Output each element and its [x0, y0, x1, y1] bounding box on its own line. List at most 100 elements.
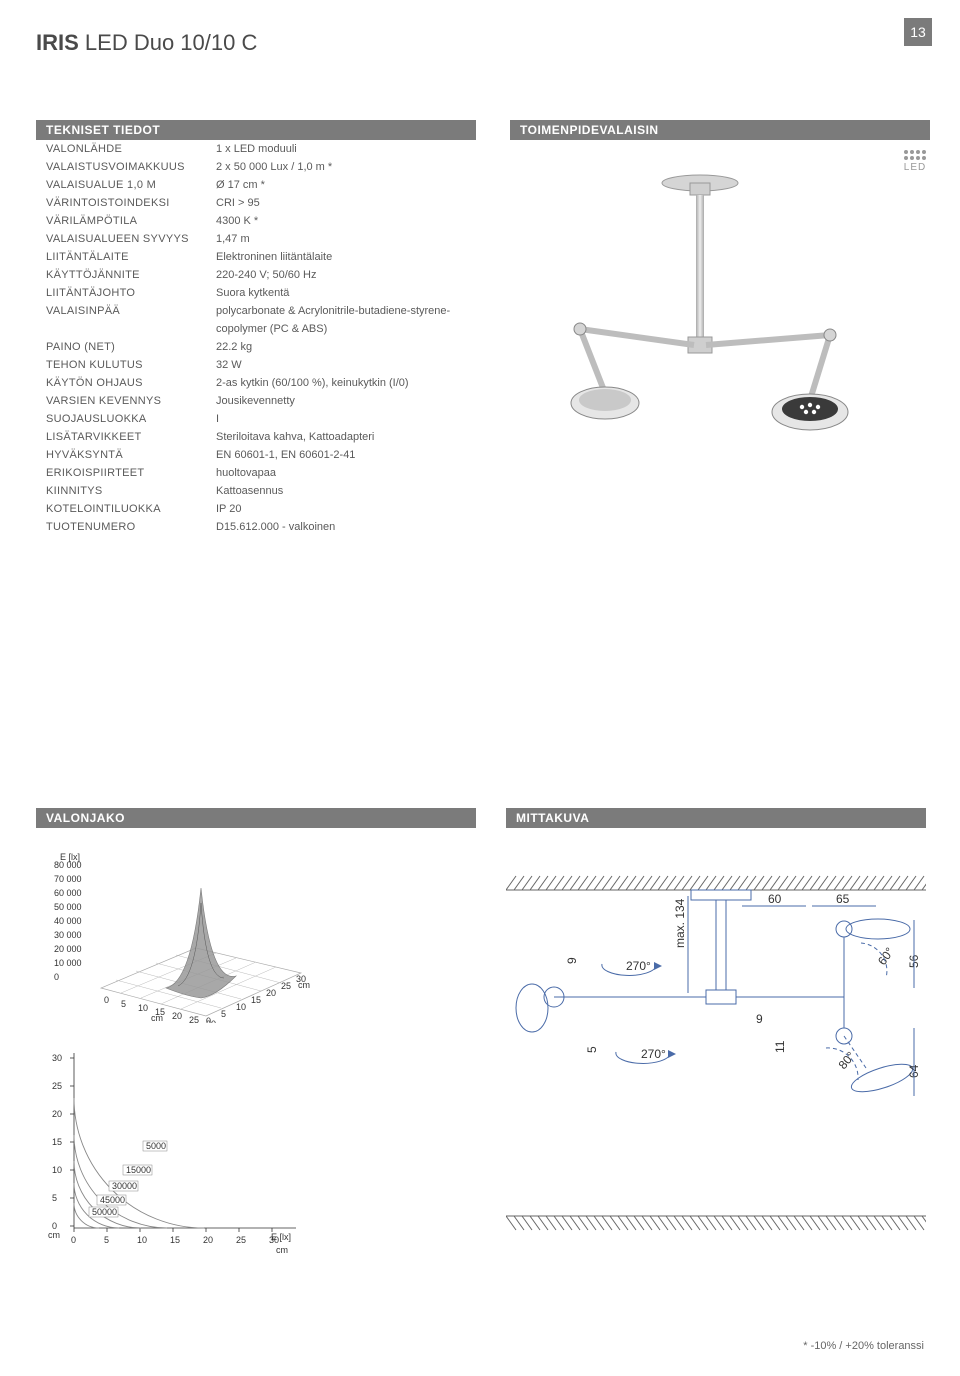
spec-label: LIITÄNTÄLAITE [46, 251, 216, 263]
spec-value: 1 x LED moduuli [216, 143, 476, 155]
spec-label: VALAISTUSVOIMAKKUUS [46, 161, 216, 173]
svg-text:270°: 270° [626, 959, 651, 973]
led-badge: LED [900, 150, 930, 173]
svg-text:cm: cm [151, 1013, 163, 1023]
spec-row: VALAISUALUEEN SYVYYS1,47 m [36, 230, 476, 248]
valonjako-header: VALONJAKO [36, 808, 476, 828]
spec-label: LIITÄNTÄJOHTO [46, 287, 216, 299]
svg-text:50000: 50000 [92, 1207, 117, 1217]
spec-row: LIITÄNTÄJOHTOSuora kytkentä [36, 284, 476, 302]
spec-value: polycarbonate & Acrylonitrile-butadiene-… [216, 305, 476, 317]
svg-text:15: 15 [251, 995, 261, 1005]
spec-value: CRI > 95 [216, 197, 476, 209]
spec-value: Suora kytkentä [216, 287, 476, 299]
valonjako-section: VALONJAKO E [lx] 80 00070 00060 00050 00… [36, 808, 476, 1253]
svg-text:0: 0 [71, 1235, 76, 1245]
spec-label: KÄYTTÖJÄNNITE [46, 269, 216, 281]
spec-label: KIINNITYS [46, 485, 216, 497]
spec-row: KÄYTTÖJÄNNITE220-240 V; 50/60 Hz [36, 266, 476, 284]
spec-value: 2-as kytkin (60/100 %), keinukytkin (I/0… [216, 377, 476, 389]
fixture-header: TOIMENPIDEVALAISIN [510, 120, 930, 140]
spec-row: KÄYTÖN OHJAUS2-as kytkin (60/100 %), kei… [36, 374, 476, 392]
title-rest: LED Duo 10/10 C [79, 30, 258, 55]
svg-text:10: 10 [137, 1235, 147, 1245]
spec-row: VALAISINPÄÄpolycarbonate & Acrylonitrile… [36, 302, 476, 320]
page-number: 13 [904, 18, 932, 46]
light-contour-chart: 302520151050 051015202530 cm cm E [lx] 5… [46, 1043, 316, 1253]
spec-label: VÄRILÄMPÖTILA [46, 215, 216, 227]
svg-text:5000: 5000 [146, 1141, 166, 1151]
svg-text:30: 30 [52, 1053, 62, 1063]
svg-text:E [lx]: E [lx] [271, 1232, 291, 1242]
led-dots-icon [900, 150, 930, 160]
svg-text:25: 25 [281, 981, 291, 991]
spec-value: Jousikevennetty [216, 395, 476, 407]
svg-text:50 000: 50 000 [54, 902, 82, 912]
svg-text:80 000: 80 000 [54, 860, 82, 870]
spec-value: D15.612.000 - valkoinen [216, 521, 476, 533]
svg-text:25: 25 [189, 1015, 199, 1023]
spec-value: 1,47 m [216, 233, 476, 245]
spec-value: 22.2 kg [216, 341, 476, 353]
svg-text:10: 10 [52, 1165, 62, 1175]
spec-row: TEHON KULUTUS32 W [36, 356, 476, 374]
svg-text:11: 11 [773, 1040, 787, 1053]
spec-label: HYVÄKSYNTÄ [46, 449, 216, 461]
page-title: IRIS LED Duo 10/10 C [36, 30, 257, 56]
spec-row: LIITÄNTÄLAITEElektroninen liitäntälaite [36, 248, 476, 266]
svg-text:5: 5 [221, 1009, 226, 1019]
svg-text:20: 20 [172, 1011, 182, 1021]
spec-label: VALAISUALUEEN SYVYYS [46, 233, 216, 245]
svg-text:9: 9 [756, 1012, 763, 1026]
svg-text:cm: cm [48, 1230, 60, 1240]
spec-label [46, 323, 216, 335]
fixture-image [510, 165, 890, 475]
mittakuva-section: MITTAKUVA [506, 808, 926, 1253]
svg-text:60: 60 [768, 892, 782, 906]
svg-text:80°: 80° [836, 1049, 859, 1072]
svg-text:5: 5 [104, 1235, 109, 1245]
spec-row: HYVÄKSYNTÄEN 60601-1, EN 60601-2-41 [36, 446, 476, 464]
spec-row: VALAISTUSVOIMAKKUUS2 x 50 000 Lux / 1,0 … [36, 158, 476, 176]
spec-row: PAINO (NET)22.2 kg [36, 338, 476, 356]
svg-text:40 000: 40 000 [54, 916, 82, 926]
spec-label: VARSIEN KEVENNYS [46, 395, 216, 407]
svg-text:0: 0 [206, 1016, 211, 1023]
svg-text:270°: 270° [641, 1047, 666, 1061]
svg-text:30 000: 30 000 [54, 930, 82, 940]
footer-tolerance: * -10% / +20% toleranssi [803, 1340, 924, 1352]
dimension-drawing: 60 65 max. 134 9 270° 9 5 270° 11 60° 80… [506, 848, 926, 1238]
spec-row: VALAISUALUE 1,0 MØ 17 cm * [36, 176, 476, 194]
spec-value: IP 20 [216, 503, 476, 515]
spec-row: KIINNITYSKattoasennus [36, 482, 476, 500]
spec-row: KOTELOINTILUOKKAIP 20 [36, 500, 476, 518]
mittakuva-header: MITTAKUVA [506, 808, 926, 828]
spec-label: VÄRINTOISTOINDEKSI [46, 197, 216, 209]
spec-row: VÄRILÄMPÖTILA4300 K * [36, 212, 476, 230]
spec-row: LISÄTARVIKKEETSteriloitava kahva, Kattoa… [36, 428, 476, 446]
svg-text:0: 0 [54, 972, 59, 982]
svg-text:30000: 30000 [112, 1181, 137, 1191]
svg-text:5: 5 [121, 999, 126, 1009]
svg-text:25: 25 [52, 1081, 62, 1091]
spec-label: VALONLÄHDE [46, 143, 216, 155]
spec-value: EN 60601-1, EN 60601-2-41 [216, 449, 476, 461]
svg-text:65: 65 [836, 892, 850, 906]
spec-value: I [216, 413, 476, 425]
spec-value: 2 x 50 000 Lux / 1,0 m * [216, 161, 476, 173]
svg-text:5: 5 [585, 1046, 599, 1053]
spec-value: Ø 17 cm * [216, 179, 476, 191]
spec-value: copolymer (PC & ABS) [216, 323, 476, 335]
svg-text:5: 5 [52, 1193, 57, 1203]
spec-label: VALAISINPÄÄ [46, 305, 216, 317]
svg-text:9: 9 [565, 957, 579, 964]
spec-row: TUOTENUMEROD15.612.000 - valkoinen [36, 518, 476, 536]
svg-text:10 000: 10 000 [54, 958, 82, 968]
svg-text:20: 20 [203, 1235, 213, 1245]
spec-row: VARSIEN KEVENNYSJousikevennetty [36, 392, 476, 410]
spec-row: copolymer (PC & ABS) [36, 320, 476, 338]
spec-row: VALONLÄHDE1 x LED moduuli [36, 140, 476, 158]
spec-label: PAINO (NET) [46, 341, 216, 353]
spec-label: KÄYTÖN OHJAUS [46, 377, 216, 389]
spec-label: TEHON KULUTUS [46, 359, 216, 371]
